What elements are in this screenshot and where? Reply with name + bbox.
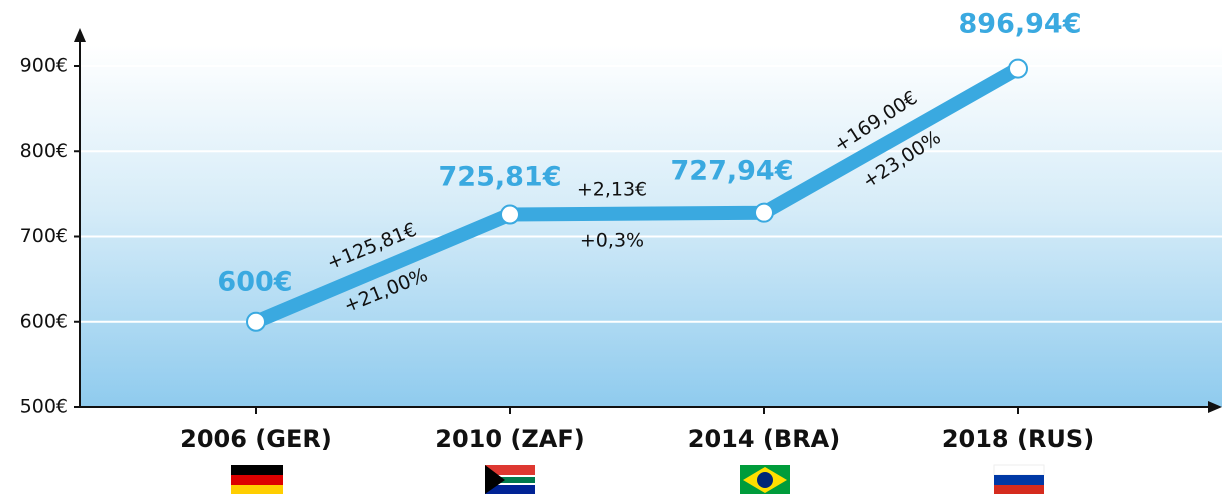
y-tick-label: 700€: [20, 225, 68, 247]
point: [500, 204, 520, 225]
line: [253, 62, 1022, 329]
x-tick-label: 2014 (BRA): [688, 425, 840, 453]
point: [754, 202, 774, 223]
y-tick-label: 500€: [20, 396, 68, 418]
x-tick-label: 2018 (RUS): [942, 425, 1094, 453]
value-label: 896,94€: [959, 9, 1082, 40]
y-axis-arrow: [74, 28, 86, 42]
y-tick-label: 800€: [20, 140, 68, 162]
flag-russia: [993, 464, 1045, 494]
value-label: 725,81€: [439, 162, 562, 193]
x-tick-label: 2010 (ZAF): [435, 425, 584, 453]
flag-south-africa: [485, 465, 535, 494]
annotation: +0,3%: [580, 230, 644, 252]
y-tick-label: 900€: [20, 55, 68, 77]
y-tick-label: 600€: [20, 310, 68, 332]
value-label: 600€: [217, 267, 292, 298]
flag-brazil: [740, 465, 790, 494]
plot-background: [80, 45, 1222, 407]
value-label: 727,94€: [671, 156, 794, 187]
annotation: +2,13€: [577, 179, 647, 201]
flag-germany: [231, 465, 283, 494]
x-axis-arrow: [1208, 401, 1222, 413]
x-tick-label: 2006 (GER): [180, 425, 332, 453]
point: [1008, 58, 1028, 79]
point: [246, 311, 266, 332]
